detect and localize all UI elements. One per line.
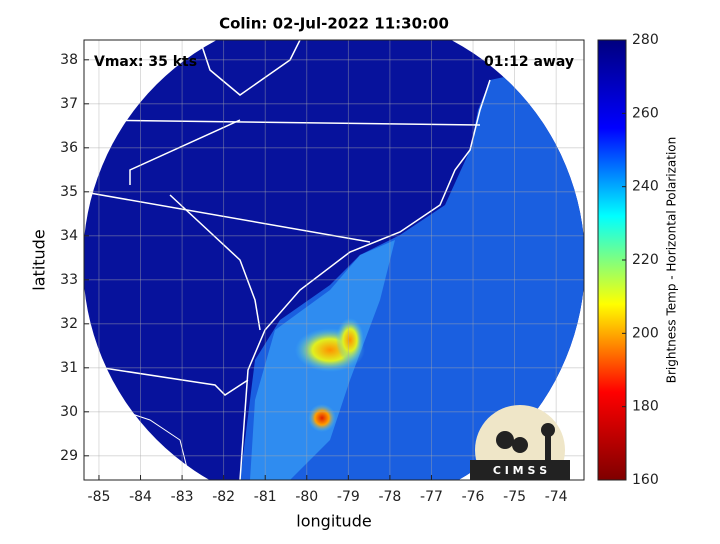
x-tick-label: -84 (129, 489, 152, 505)
colorbar-tick-label: 160 (632, 472, 659, 488)
colorbar-tick-label: 200 (632, 325, 659, 341)
x-tick-label: -83 (171, 489, 194, 505)
x-tick-label: -74 (545, 489, 568, 505)
y-axis-label: latitude (30, 229, 49, 290)
colorbar-tick-label: 240 (632, 179, 659, 195)
map-area: C I M S S (84, 40, 584, 480)
colorbar-tick-label: 280 (632, 32, 659, 48)
y-tick-label: 36 (60, 140, 78, 156)
y-tick-label: 34 (60, 228, 78, 244)
logo-text: C I M S S (493, 464, 547, 477)
y-tick-label: 37 (60, 96, 78, 112)
x-tick-label: -79 (337, 489, 360, 505)
annotation: 01:12 away (484, 54, 574, 70)
x-tick-label: -75 (503, 489, 526, 505)
y-tick-label: 29 (60, 448, 78, 464)
y-tick-label: 32 (60, 316, 78, 332)
borders (84, 409, 191, 480)
logo: C I M S S (470, 405, 570, 480)
x-tick-label: -77 (420, 489, 443, 505)
coastlines (84, 40, 491, 480)
colorbar (597, 39, 627, 481)
axes-frame (83, 39, 585, 481)
chart-title: Colin: 02-Jul-2022 11:30:00 (219, 15, 449, 33)
x-tick-label: -80 (295, 489, 318, 505)
y-tick-label: 38 (60, 52, 78, 68)
colorbar-tick-label: 180 (632, 399, 659, 415)
x-tick-label: -85 (88, 489, 111, 505)
annotation: Vmax: 35 kts (94, 54, 197, 70)
y-tick-label: 33 (60, 272, 78, 288)
y-tick-label: 35 (60, 184, 78, 200)
x-tick-label: -76 (462, 489, 485, 505)
y-tick-label: 31 (60, 360, 78, 376)
swath (84, 40, 584, 480)
colorbar-tick-label: 260 (632, 105, 659, 121)
y-tick-label: 30 (60, 404, 78, 420)
colorbar-label: Brightness Temp - Horizontal Polarizatio… (665, 137, 679, 384)
x-tick-label: -82 (212, 489, 235, 505)
x-tick-label: -81 (254, 489, 277, 505)
x-axis-label: longitude (296, 512, 371, 531)
x-tick-label: -78 (378, 489, 401, 505)
colorbar-tick-label: 220 (632, 252, 659, 268)
